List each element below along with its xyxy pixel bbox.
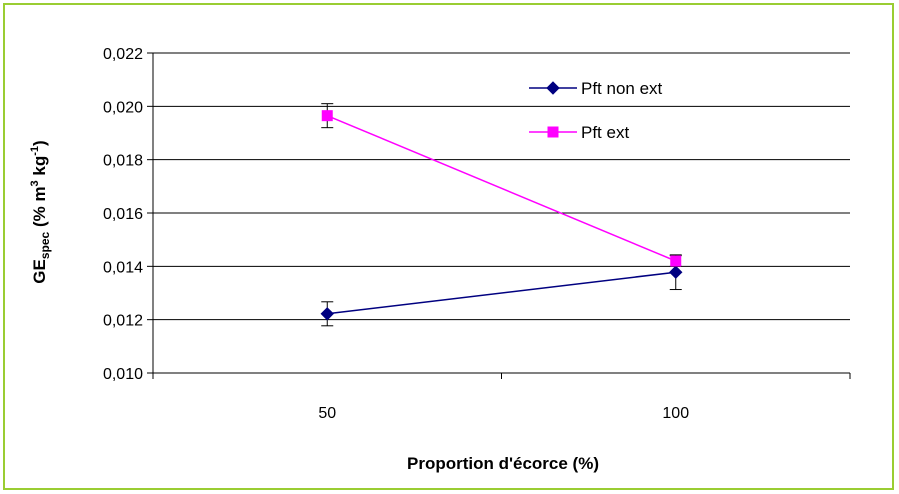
data-point-diamond [320,307,334,321]
data-point-square [321,110,333,122]
y-tick-label: 0,014 [103,259,143,276]
chart-frame [3,3,894,490]
y-tick-label: 0,010 [103,366,143,383]
series-layer [320,103,683,327]
y-tick-label: 0,020 [103,99,143,116]
series-2 [321,103,682,267]
legend-item: Pft non ext [529,79,663,98]
series-1 [320,254,683,327]
legend-marker [546,81,560,95]
grid-lines [153,52,850,321]
y-tick-labels: 0,010 0,012 0,014 0,016 0,018 0,020 0,022 [103,46,143,383]
x-tick-label: 50 [318,405,336,422]
data-point-diamond [669,265,683,279]
legend-item: Pft ext [529,123,629,142]
y-tick-label: 0,012 [103,313,143,330]
y-tick-label: 0,022 [103,46,143,63]
axes [147,52,851,379]
legend-marker [547,126,559,138]
legend-label: Pft ext [581,123,629,142]
data-point-square [670,255,682,267]
y-tick-label: 0,016 [103,206,143,223]
series-line [326,114,677,262]
x-tick-label: 100 [662,405,689,422]
legend: Pft non ext Pft ext [529,79,663,142]
x-tick-labels: 50 100 [318,405,689,422]
y-axis-title: GEspec (% m3 kg-1) [29,140,52,283]
legend-label: Pft non ext [581,79,663,98]
x-axis-title: Proportion d'écorce (%) [407,454,599,473]
series-line [327,271,676,315]
y-tick-label: 0,018 [103,153,143,170]
